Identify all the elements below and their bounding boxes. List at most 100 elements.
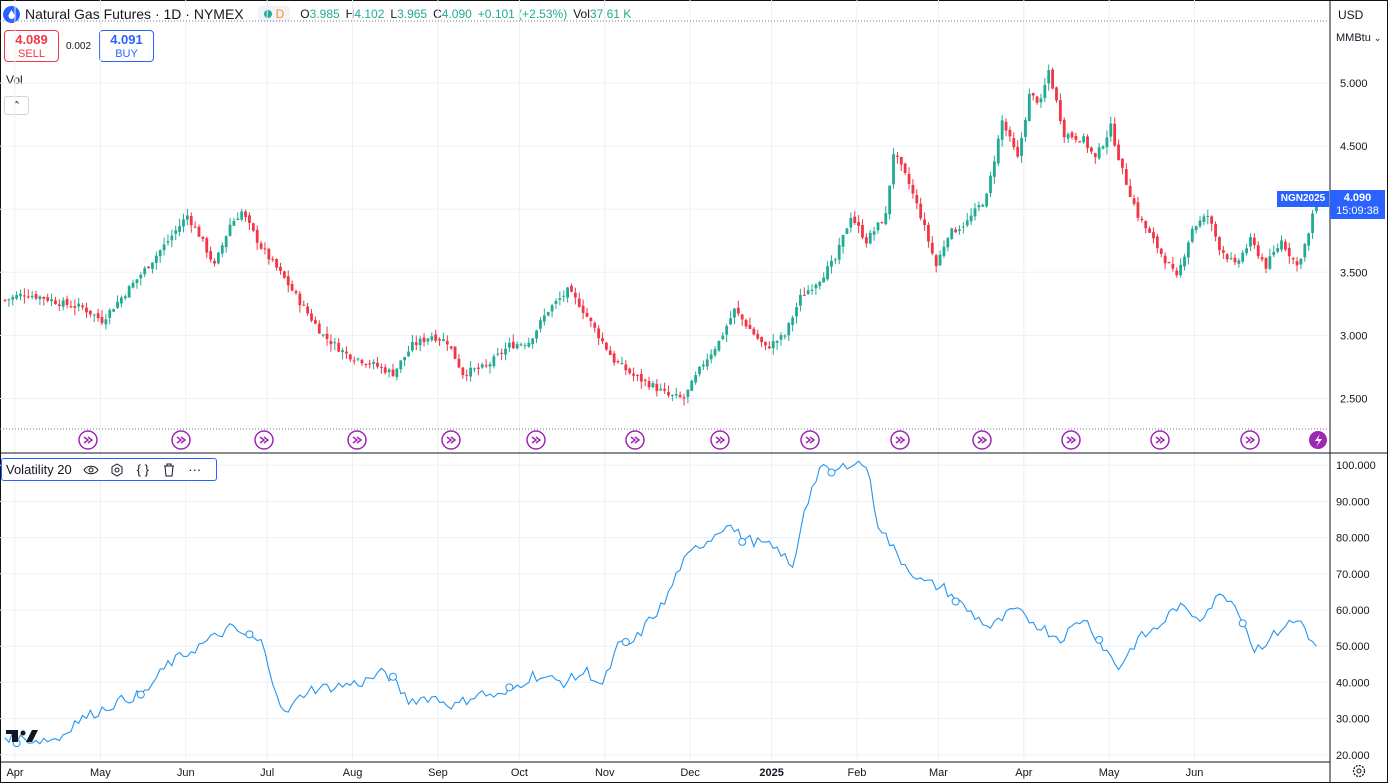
brand-logo-icon: [6, 730, 38, 742]
time-axis-tick: Apr: [6, 767, 23, 779]
candle-body: [488, 364, 492, 367]
event-marker-icon[interactable]: [1240, 430, 1260, 450]
volatility-axis-tick: 20.000: [1336, 750, 1370, 762]
candle-body: [880, 222, 884, 224]
spread-value: 0.002: [66, 41, 92, 52]
symbol-logo-icon[interactable]: [3, 5, 20, 23]
change-value: +0.101 (+2.53%): [477, 7, 568, 21]
candle-body: [857, 222, 860, 226]
event-marker-icon[interactable]: [800, 430, 820, 450]
candle-body: [896, 155, 899, 157]
event-marker-icon[interactable]: [1150, 430, 1170, 450]
eye-icon[interactable]: [78, 464, 104, 476]
candle-body: [1179, 264, 1183, 276]
candle-body: [539, 320, 542, 329]
braces-icon[interactable]: { }: [136, 462, 149, 477]
unit-selector[interactable]: MMBtu ⌄: [1336, 32, 1381, 44]
candle-body: [573, 292, 577, 298]
currency-selector[interactable]: USD: [1338, 8, 1364, 22]
candle-body: [484, 365, 488, 367]
event-marker-icon[interactable]: [710, 430, 730, 450]
buy-label: BUY: [115, 48, 138, 60]
event-marker-icon[interactable]: [347, 430, 367, 450]
candle-body: [717, 340, 721, 351]
candle-body: [531, 338, 535, 345]
candle-body: [1276, 248, 1280, 252]
more-icon[interactable]: ···: [188, 462, 202, 477]
buy-button[interactable]: 4.091 BUY: [99, 30, 154, 62]
candle-body: [197, 226, 201, 237]
time-axis-tick: Jun: [177, 767, 195, 779]
event-marker-icon[interactable]: [1061, 430, 1081, 450]
event-marker-icon[interactable]: [526, 430, 546, 450]
candle-body: [736, 307, 740, 314]
candle-body: [193, 226, 197, 228]
candle-body: [942, 246, 946, 256]
candle-body: [845, 228, 849, 235]
candle-body: [348, 354, 352, 360]
candle-body: [294, 291, 298, 294]
candle-body: [337, 342, 341, 352]
symbol-title[interactable]: Natural Gas Futures · 1D · NYMEX: [25, 6, 244, 22]
candle-body: [694, 375, 698, 383]
time-axis-tick: Dec: [680, 767, 700, 779]
event-marker-icon[interactable]: [972, 430, 992, 450]
gear-icon[interactable]: [1352, 764, 1366, 781]
event-marker-icon[interactable]: [890, 430, 910, 450]
candle-body: [546, 312, 550, 316]
candle-body: [42, 296, 46, 299]
candle-body: [453, 346, 457, 360]
candle-body: [438, 339, 441, 341]
candle-body: [760, 337, 763, 343]
candle-body: [372, 361, 375, 364]
indicator-name[interactable]: Volatility 20: [6, 462, 72, 477]
candle-body: [678, 394, 682, 397]
candle-body: [1124, 169, 1128, 185]
trash-icon[interactable]: [156, 463, 182, 477]
lightning-event-icon[interactable]: [1309, 431, 1327, 449]
candle-body: [822, 277, 826, 283]
candle-body: [383, 367, 387, 373]
volatility-marker: [1238, 619, 1247, 628]
event-marker-icon[interactable]: [78, 430, 98, 450]
candle-body: [1090, 147, 1093, 152]
candle-body: [713, 349, 717, 356]
symbol-price-tag: NGN2025: [1277, 191, 1329, 207]
candle-body: [182, 219, 185, 227]
event-marker-icon[interactable]: [171, 430, 191, 450]
candle-body: [500, 352, 504, 354]
candle-body: [519, 344, 523, 346]
sell-button[interactable]: 4.089 SELL: [4, 30, 59, 62]
indicator-legend[interactable]: Volatility 20 { } ···: [1, 458, 217, 481]
event-marker-icon[interactable]: [625, 430, 645, 450]
volatility-axis-tick: 50.000: [1336, 641, 1370, 653]
candle-body: [791, 317, 795, 325]
candle-body: [1159, 248, 1163, 254]
candle-body: [876, 222, 880, 231]
candle-body: [418, 338, 422, 346]
candle-body: [1035, 96, 1039, 103]
candle-body: [259, 243, 263, 249]
candle-body: [907, 173, 911, 184]
candle-body: [535, 330, 538, 339]
candle-body: [414, 342, 418, 345]
event-marker-icon[interactable]: [441, 430, 461, 450]
event-marker-icon[interactable]: [254, 430, 274, 450]
candle-body: [1175, 270, 1179, 276]
event-marker-arrow: [715, 436, 726, 444]
settings-icon[interactable]: [104, 462, 130, 477]
candle-body: [651, 383, 655, 388]
candle-body: [1070, 132, 1074, 138]
candle-body: [1008, 130, 1012, 137]
collapse-legend-button[interactable]: ⌃: [4, 96, 29, 115]
time-axis-tick: Oct: [511, 767, 528, 779]
time-axis-tick: May: [1099, 767, 1120, 779]
volatility-marker: [951, 597, 960, 606]
candle-body: [279, 266, 282, 271]
candle-body: [624, 364, 628, 371]
candle-body: [341, 350, 344, 353]
candle-body: [748, 324, 752, 329]
lightning-event-glyph: [1315, 434, 1322, 447]
volatility-marker: [505, 683, 514, 692]
